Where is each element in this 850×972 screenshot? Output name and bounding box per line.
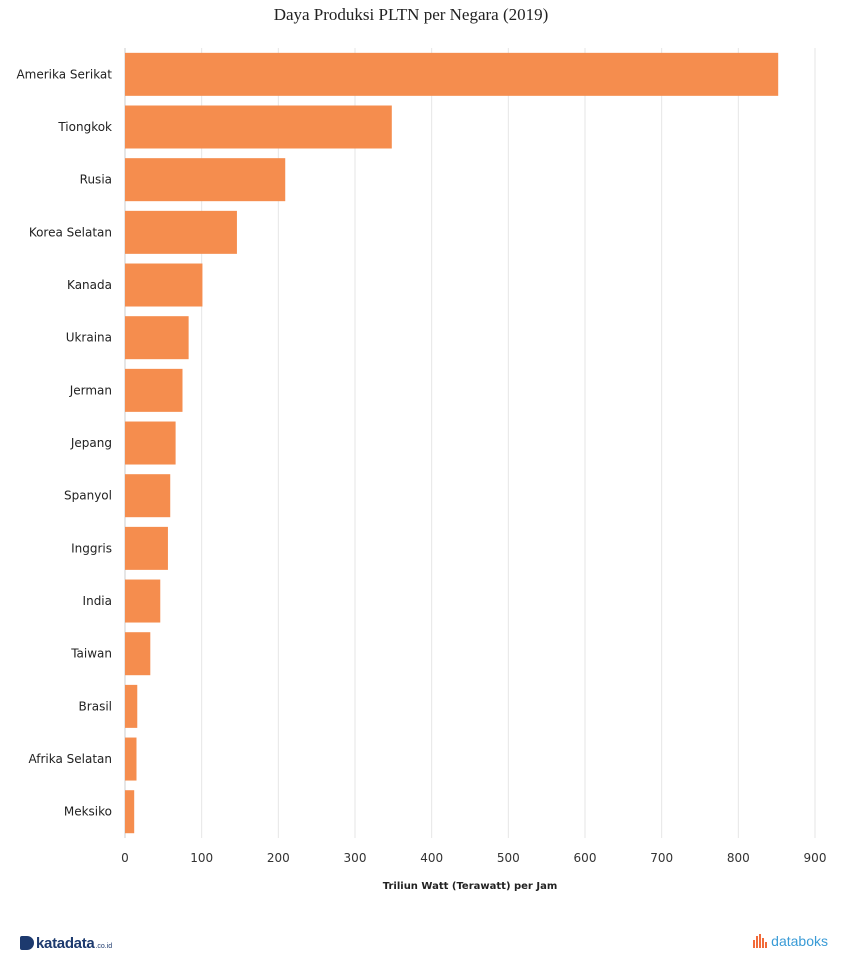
category-label: Ukraina xyxy=(66,331,112,345)
databoks-logo: databoks xyxy=(753,933,828,949)
x-tick-label: 400 xyxy=(420,851,443,865)
bar[interactable] xyxy=(125,368,183,412)
category-label: Taiwan xyxy=(70,647,112,661)
bar[interactable] xyxy=(125,632,151,676)
x-tick-label: 100 xyxy=(190,851,213,865)
databoks-brand: databoks xyxy=(771,933,828,949)
category-label: Rusia xyxy=(80,173,112,187)
category-label: Korea Selatan xyxy=(29,225,112,239)
x-tick-label: 200 xyxy=(267,851,290,865)
x-tick-label: 500 xyxy=(497,851,520,865)
bar[interactable] xyxy=(125,263,203,307)
bar[interactable] xyxy=(125,52,779,96)
category-label: Afrika Selatan xyxy=(28,752,112,766)
bar[interactable] xyxy=(125,421,176,465)
category-label: Inggris xyxy=(71,541,112,555)
bar[interactable] xyxy=(125,737,137,781)
bar[interactable] xyxy=(125,210,237,254)
x-tick-label: 800 xyxy=(727,851,750,865)
category-label: Brasil xyxy=(79,699,112,713)
x-axis-title: Triliun Watt (Terawatt) per Jam xyxy=(383,881,558,892)
category-label: Tiongkok xyxy=(57,120,112,134)
category-label: Meksiko xyxy=(64,805,112,819)
bar[interactable] xyxy=(125,105,392,149)
x-axis-ticks: 0 100 200 300 400 500 600 700 800 900 xyxy=(121,851,826,865)
x-tick-label: 0 xyxy=(121,851,129,865)
category-label: Jepang xyxy=(70,436,112,450)
bars xyxy=(125,52,779,834)
category-labels: Amerika Serikat Tiongkok Rusia Korea Selata… xyxy=(16,67,112,818)
databoks-bars-icon xyxy=(753,934,768,948)
category-label: India xyxy=(83,594,112,608)
chart-title: Daya Produksi PLTN per Negara (2019) xyxy=(273,5,549,24)
x-tick-label: 600 xyxy=(574,851,597,865)
katadata-brand: katadata xyxy=(36,935,95,952)
katadata-suffix: .co.id xyxy=(95,943,113,950)
bar[interactable] xyxy=(125,158,286,202)
bar[interactable] xyxy=(125,579,161,623)
x-tick-label: 700 xyxy=(650,851,673,865)
category-label: Kanada xyxy=(67,278,112,292)
bar[interactable] xyxy=(125,474,171,518)
category-label: Amerika Serikat xyxy=(16,67,112,81)
x-tick-label: 900 xyxy=(804,851,827,865)
bar[interactable] xyxy=(125,316,189,360)
bar[interactable] xyxy=(125,790,135,834)
bar[interactable] xyxy=(125,684,138,728)
x-tick-label: 300 xyxy=(344,851,367,865)
bar[interactable] xyxy=(125,526,168,570)
katadata-d-icon xyxy=(20,936,34,950)
category-label: Spanyol xyxy=(64,489,112,503)
category-label: Jerman xyxy=(69,383,112,397)
katadata-logo: katadata .co.id xyxy=(20,934,112,952)
